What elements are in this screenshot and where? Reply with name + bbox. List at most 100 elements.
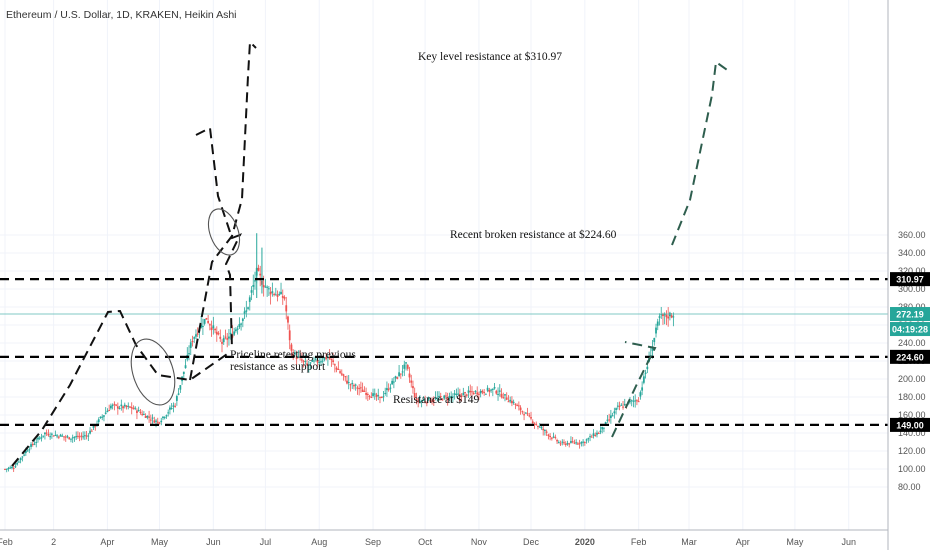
candle-body bbox=[283, 297, 286, 299]
candle-body bbox=[122, 406, 124, 409]
countdown-tag: 04:19:28 bbox=[892, 325, 928, 335]
candle-body bbox=[127, 405, 130, 407]
candle-body bbox=[540, 427, 543, 429]
candle-body bbox=[644, 372, 647, 374]
candle-body bbox=[339, 371, 341, 373]
candle-body bbox=[637, 401, 640, 403]
candle-body bbox=[412, 386, 414, 389]
candle-body bbox=[307, 364, 310, 366]
candle-body bbox=[365, 393, 367, 395]
retest-circle-jun bbox=[207, 208, 241, 256]
candle-body bbox=[290, 344, 293, 351]
candle-body bbox=[66, 436, 69, 438]
x-tick-label: Mar bbox=[681, 537, 697, 547]
x-tick-label: Jun bbox=[841, 537, 856, 547]
candle-body bbox=[517, 405, 520, 407]
candle-body bbox=[200, 324, 203, 328]
candle-body bbox=[189, 342, 192, 348]
candle-body bbox=[613, 411, 616, 414]
candle-body bbox=[359, 387, 362, 389]
candle-body bbox=[439, 396, 442, 398]
candle-body bbox=[271, 291, 274, 293]
candle-body bbox=[429, 399, 432, 402]
y-tick-label: 140.00 bbox=[898, 428, 926, 438]
candle-body bbox=[554, 436, 557, 438]
candle-body bbox=[92, 425, 95, 428]
candle-body bbox=[342, 374, 345, 376]
candle-body bbox=[353, 385, 355, 387]
candle-body bbox=[184, 365, 187, 369]
annotation-retest-line1: Priceline retesting previous bbox=[230, 349, 356, 361]
candle-body bbox=[70, 438, 72, 440]
y-tick-label: 320.00 bbox=[898, 266, 926, 276]
candle-body bbox=[243, 311, 246, 314]
candle-body bbox=[422, 400, 425, 402]
candle-body bbox=[441, 399, 444, 401]
candle-body bbox=[519, 407, 522, 411]
candle-body bbox=[14, 466, 17, 468]
candle-body bbox=[655, 327, 657, 334]
candle-body bbox=[160, 420, 163, 423]
candle-body bbox=[620, 404, 623, 406]
path-2019-mid bbox=[189, 39, 257, 381]
candle-body bbox=[89, 430, 91, 434]
candle-body bbox=[188, 353, 190, 355]
candle-body bbox=[285, 305, 288, 312]
candle-body bbox=[665, 314, 668, 318]
candle-body bbox=[142, 414, 145, 416]
candle-body bbox=[542, 428, 545, 431]
candle-body bbox=[391, 380, 394, 385]
candle-body bbox=[656, 321, 659, 326]
candle-body bbox=[118, 407, 121, 409]
candle-body bbox=[431, 400, 433, 402]
candle-body bbox=[424, 401, 427, 403]
candle-body bbox=[488, 390, 491, 392]
candle-body bbox=[420, 400, 423, 402]
candle-body bbox=[507, 401, 510, 403]
candle-body bbox=[457, 393, 460, 395]
candle-body bbox=[344, 376, 347, 378]
candle-body bbox=[136, 410, 138, 414]
candle-body bbox=[31, 443, 34, 445]
candle-body bbox=[156, 421, 159, 423]
candle-body bbox=[592, 433, 595, 436]
candle-body bbox=[252, 284, 255, 287]
candle-body bbox=[297, 356, 300, 358]
price-lines bbox=[0, 278, 888, 426]
candle-body bbox=[259, 273, 262, 276]
candle-body bbox=[389, 387, 392, 389]
candle-body bbox=[432, 400, 435, 402]
candle-body bbox=[398, 372, 400, 377]
candle-body bbox=[28, 449, 31, 451]
chart-title: Ethereum / U.S. Dollar, 1D, KRAKEN, Heik… bbox=[6, 9, 237, 21]
candle-body bbox=[368, 395, 371, 397]
candle-body bbox=[601, 426, 604, 430]
candle-body bbox=[356, 387, 359, 389]
candle-body bbox=[641, 387, 644, 391]
candle-body bbox=[85, 435, 88, 437]
candle-body bbox=[611, 415, 614, 417]
candle-body bbox=[516, 405, 519, 407]
candle-body bbox=[608, 419, 611, 421]
candle-body bbox=[68, 437, 71, 440]
candle-body bbox=[571, 441, 574, 443]
y-tick-label: 200.00 bbox=[898, 374, 926, 384]
x-tick-label: Feb bbox=[0, 537, 13, 547]
candle-body bbox=[443, 395, 446, 399]
candle-body bbox=[316, 360, 319, 363]
x-tick-label: Sep bbox=[365, 537, 381, 547]
candle-body bbox=[660, 314, 663, 316]
candle-body bbox=[56, 435, 58, 437]
candle-body bbox=[446, 398, 449, 400]
candle-body bbox=[618, 405, 621, 407]
candle-body bbox=[509, 399, 512, 402]
candle-body bbox=[129, 406, 131, 408]
candle-body bbox=[175, 396, 178, 401]
candle-body bbox=[415, 398, 418, 400]
candle-body bbox=[292, 354, 295, 357]
candle-body bbox=[4, 468, 6, 470]
candle-body bbox=[274, 294, 277, 296]
candle-body bbox=[264, 286, 267, 288]
candle-body bbox=[320, 361, 322, 363]
